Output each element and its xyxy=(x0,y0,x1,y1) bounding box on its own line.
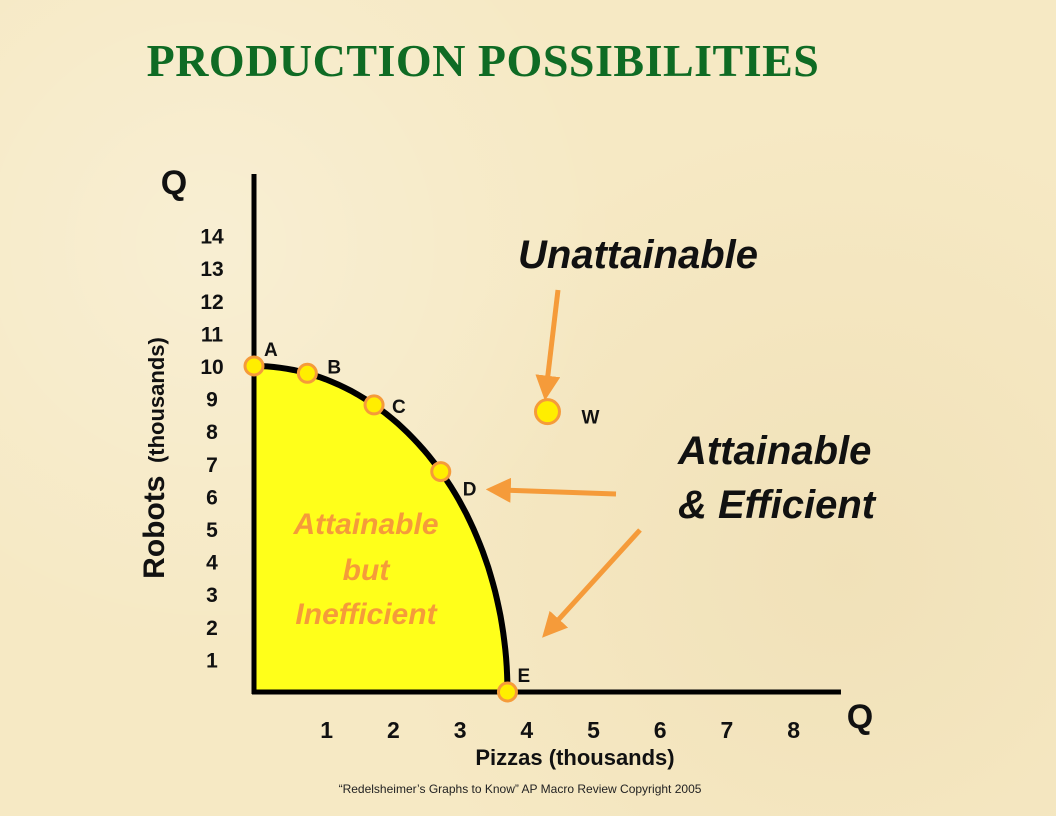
y-tick-label: 9 xyxy=(206,389,218,412)
y-tick-labels: 14 13 12 11 10 9 8 7 6 5 4 3 2 1 xyxy=(200,226,224,673)
efficient-arrow-to-e xyxy=(542,528,642,638)
point-label: C xyxy=(392,397,406,418)
inefficient-label-line1: Attainable xyxy=(292,508,438,541)
efficient-arrow-to-d xyxy=(485,477,617,503)
y-tick-label: 13 xyxy=(200,258,223,281)
point-label: W xyxy=(581,408,599,429)
point-label: E xyxy=(517,666,530,687)
y-axis-label-units: (thousands) xyxy=(144,337,169,463)
copyright-footer: “Redelsheimer’s Graphs to Know” AP Macro… xyxy=(338,782,702,796)
y-tick-label: 8 xyxy=(206,421,218,444)
point-b xyxy=(296,362,318,384)
efficient-label-line2: & Efficient xyxy=(678,483,877,527)
y-tick-label: 6 xyxy=(206,486,218,509)
x-axis-q-label: Q xyxy=(847,698,873,736)
point-label: D xyxy=(463,480,477,501)
slide-title: PRODUCTION POSSIBILITIES xyxy=(146,35,820,86)
x-tick-label: 6 xyxy=(654,717,667,743)
y-tick-label: 10 xyxy=(200,356,223,379)
y-tick-label: 7 xyxy=(206,454,218,477)
point-label: B xyxy=(327,357,341,378)
y-tick-label: 3 xyxy=(206,584,218,607)
efficient-label-line1: Attainable xyxy=(677,429,871,473)
x-tick-label: 5 xyxy=(587,717,600,743)
ppf-points: A B C D E W xyxy=(243,340,599,703)
unattainable-label: Unattainable xyxy=(518,233,758,277)
y-tick-label: 11 xyxy=(201,323,224,346)
y-tick-label: 5 xyxy=(206,519,218,542)
x-tick-label: 8 xyxy=(787,717,800,743)
ppf-curve xyxy=(251,363,511,695)
y-tick-label: 1 xyxy=(206,649,218,672)
point-c xyxy=(363,394,385,416)
point-a xyxy=(243,355,265,377)
x-tick-label: 2 xyxy=(387,717,400,743)
y-axis-label: Robots (thousands) xyxy=(138,337,171,579)
y-tick-label: 14 xyxy=(200,226,224,249)
y-axis-label-main: Robots xyxy=(138,476,171,579)
unattainable-arrow xyxy=(535,289,561,401)
inefficient-label-line3: Inefficient xyxy=(295,598,438,631)
point-w xyxy=(533,398,561,426)
x-axis-label: Pizzas (thousands) xyxy=(475,745,674,770)
x-tick-label: 1 xyxy=(320,717,333,743)
y-tick-label: 2 xyxy=(206,617,218,640)
x-tick-label: 4 xyxy=(520,717,533,743)
y-axis-q-label: Q xyxy=(161,164,187,202)
inefficient-label-line2: but xyxy=(343,554,392,587)
y-tick-label: 12 xyxy=(200,291,223,314)
point-label: A xyxy=(264,340,278,361)
x-tick-label: 7 xyxy=(721,717,734,743)
attainable-region xyxy=(254,366,508,692)
x-tick-labels: 1 2 3 4 5 6 7 8 xyxy=(320,717,800,743)
y-tick-label: 4 xyxy=(206,552,218,575)
point-e xyxy=(496,681,518,703)
point-d xyxy=(430,461,452,483)
x-tick-label: 3 xyxy=(454,717,467,743)
